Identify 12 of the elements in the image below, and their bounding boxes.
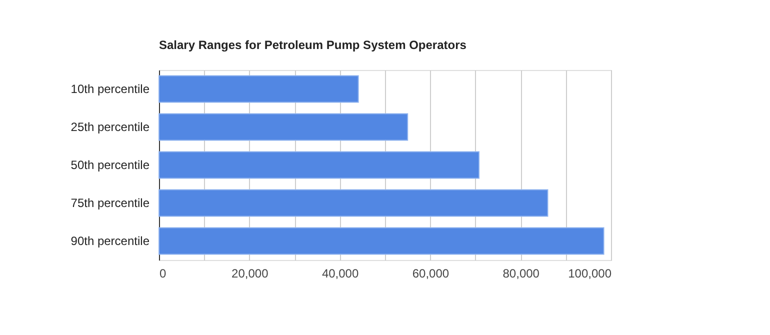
chart-title: Salary Ranges for Petroleum Pump System Operators xyxy=(159,38,467,52)
y-tick-label: 75th percentile xyxy=(70,196,150,210)
y-tick-label: 25th percentile xyxy=(70,120,150,134)
y-tick-label: 10th percentile xyxy=(70,82,150,96)
x-tick-label: 80,000 xyxy=(502,266,540,280)
x-tick-label: 60,000 xyxy=(412,266,450,280)
x-tick-label: 100,000 xyxy=(568,266,612,280)
y-tick-label: 50th percentile xyxy=(70,158,150,172)
y-tick-label: 90th percentile xyxy=(70,234,150,248)
x-tick-label: 40,000 xyxy=(322,266,359,280)
x-tick-label: 0 xyxy=(160,266,166,280)
x-tick-label: 20,000 xyxy=(232,266,269,280)
